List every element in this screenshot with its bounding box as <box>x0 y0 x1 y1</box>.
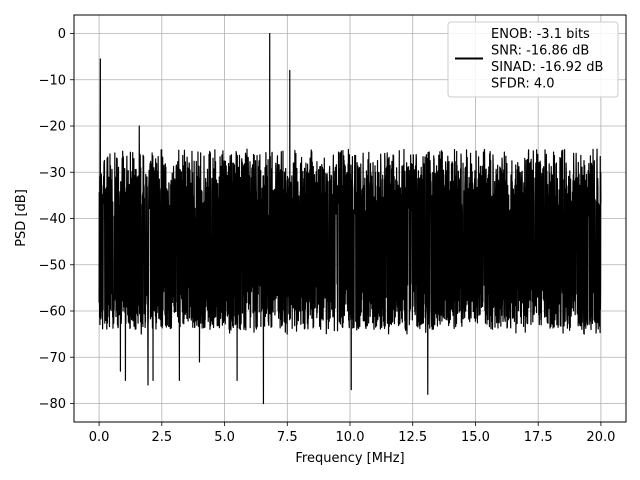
legend-line: SFDR: 4.0 <box>491 77 555 92</box>
x-tick-label: 5.0 <box>214 430 235 445</box>
legend-entry: ENOB: -3.1 bits SNR: -16.86 dB SINAD: -16.… <box>491 27 603 92</box>
x-tick-label: 20.0 <box>586 430 615 445</box>
legend: ENOB: -3.1 bits SNR: -16.86 dB SINAD: -16.… <box>447 21 619 98</box>
x-tick-label: 10.0 <box>336 430 365 445</box>
x-tick-label: 2.5 <box>151 430 172 445</box>
psd-series-line <box>98 32 602 405</box>
legend-line: SNR: -16.86 dB <box>491 44 589 59</box>
y-tick-label: −40 <box>39 212 66 227</box>
y-tick-label: −30 <box>39 166 66 181</box>
legend-line: ENOB: -3.1 bits <box>491 27 590 42</box>
y-tick-label: 0 <box>58 27 66 42</box>
y-tick-label: −50 <box>39 258 66 273</box>
y-tick-label: −60 <box>39 305 66 320</box>
x-axis: 0.0 2.5 5.0 7.5 10.0 12.5 15.0 17.5 20.0 <box>89 422 615 445</box>
x-tick-label: 15.0 <box>461 430 490 445</box>
y-tick-label: −80 <box>39 397 66 412</box>
x-tick-label: 12.5 <box>398 430 427 445</box>
x-tick-label: 0.0 <box>89 430 110 445</box>
y-axis: 0 −10 −20 −30 −40 −50 −60 −70 −80 <box>39 27 74 412</box>
y-tick-label: −10 <box>39 73 66 88</box>
x-axis-label: Frequency [MHz] <box>295 451 404 466</box>
x-tick-label: 17.5 <box>524 430 553 445</box>
plot-area <box>98 32 602 405</box>
y-tick-label: −70 <box>39 351 66 366</box>
legend-box <box>447 21 619 98</box>
y-tick-label: −20 <box>39 120 66 135</box>
legend-line: SINAD: -16.92 dB <box>491 60 603 75</box>
y-axis-label: PSD [dB] <box>14 189 29 247</box>
x-tick-label: 7.5 <box>277 430 298 445</box>
